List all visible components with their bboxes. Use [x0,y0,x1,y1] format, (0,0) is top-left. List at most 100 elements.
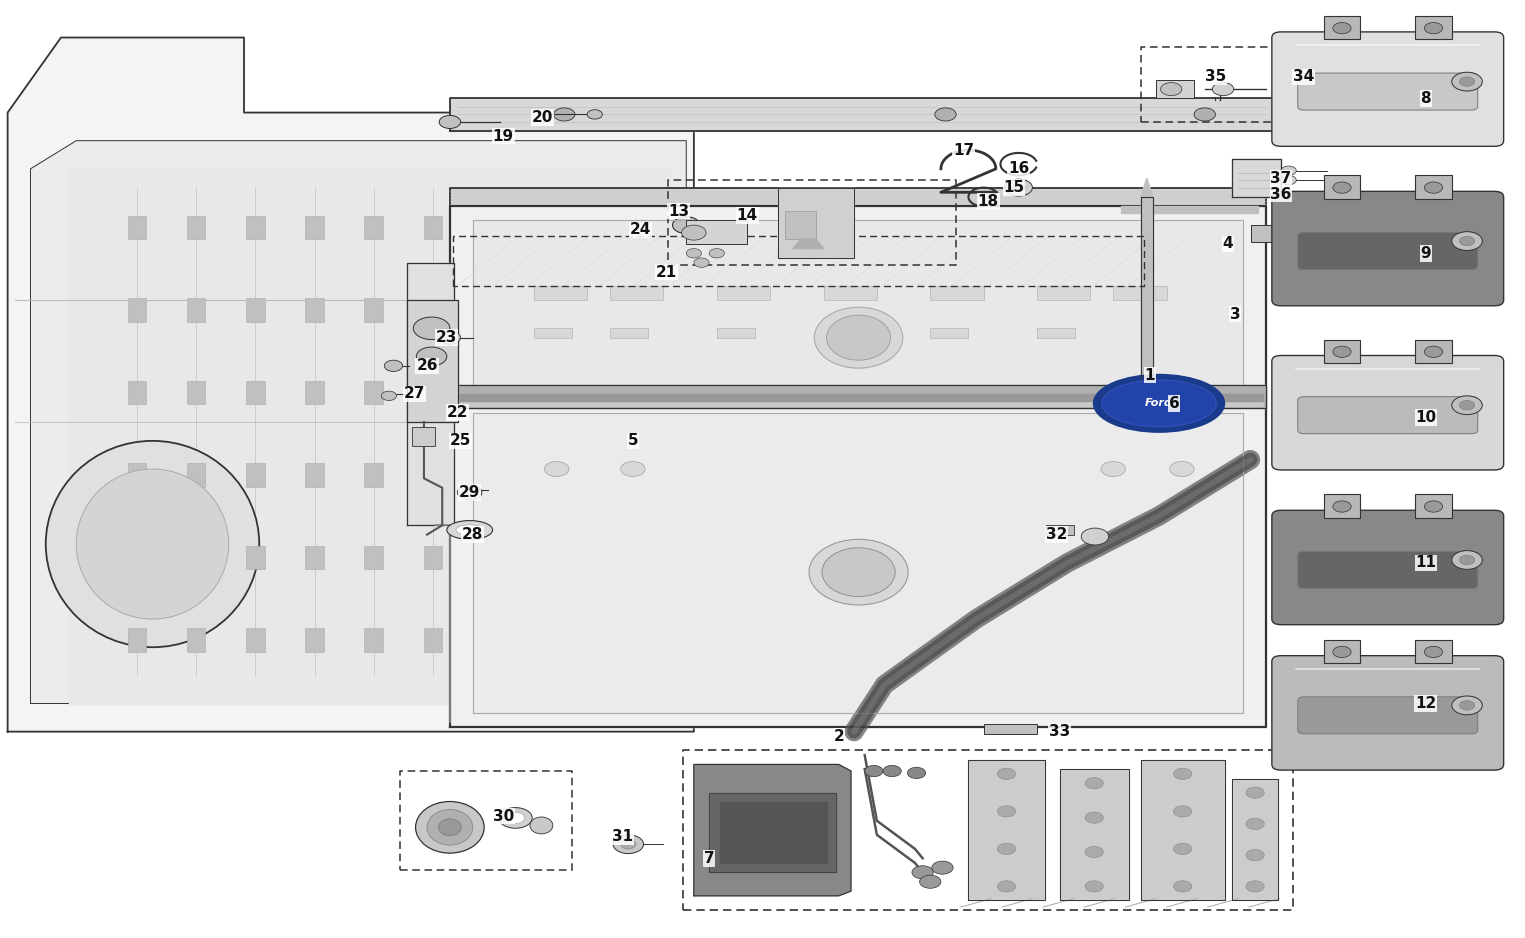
Text: 29: 29 [459,485,480,500]
Ellipse shape [439,819,461,836]
Circle shape [682,225,706,240]
Bar [364,463,383,487]
Circle shape [1084,846,1103,857]
Circle shape [1084,881,1103,892]
Text: 1: 1 [1145,368,1154,383]
Polygon shape [1232,159,1281,197]
Circle shape [997,768,1016,779]
Text: 30: 30 [493,809,514,824]
Text: 7: 7 [705,851,714,866]
Bar [541,546,560,569]
Ellipse shape [506,812,525,824]
Circle shape [1424,646,1443,658]
FancyBboxPatch shape [1298,552,1478,588]
Polygon shape [450,98,1281,131]
Text: 23: 23 [436,330,458,345]
Polygon shape [720,802,827,863]
Circle shape [920,875,941,888]
Circle shape [1212,83,1234,96]
Circle shape [1101,461,1125,477]
Bar [188,546,206,569]
Bar [364,546,383,569]
Polygon shape [30,141,686,704]
Bar [1037,328,1075,338]
Text: 5: 5 [628,433,637,448]
Circle shape [1005,179,1032,196]
Polygon shape [1250,225,1273,242]
Circle shape [1084,812,1103,824]
Ellipse shape [499,808,532,828]
Circle shape [1459,555,1475,565]
Bar [534,328,572,338]
Circle shape [709,249,724,258]
Bar [424,216,442,239]
Bar [305,546,323,569]
Bar [482,628,500,652]
Bar [188,216,206,239]
Bar [424,628,442,652]
Bar [305,216,323,239]
Bar [364,381,383,404]
Bar [824,328,862,338]
Bar [128,298,146,322]
Circle shape [1281,175,1296,185]
Polygon shape [1060,769,1128,900]
Text: 13: 13 [668,204,689,219]
Bar [188,298,206,322]
FancyBboxPatch shape [1272,191,1504,306]
Bar [128,628,146,652]
Polygon shape [453,394,1263,401]
Polygon shape [984,724,1037,734]
Text: 36: 36 [1270,187,1292,202]
Circle shape [1452,72,1482,91]
Polygon shape [1232,779,1278,900]
Text: 33: 33 [1049,724,1071,739]
Text: 6: 6 [1168,396,1180,411]
Ellipse shape [531,817,552,834]
Ellipse shape [76,469,229,619]
Bar [1113,286,1167,300]
Ellipse shape [1095,375,1223,431]
Circle shape [865,765,883,777]
Bar [364,216,383,239]
FancyBboxPatch shape [1298,73,1478,110]
Bar [188,628,206,652]
Circle shape [1333,23,1351,34]
Bar [247,381,265,404]
Polygon shape [453,401,1263,406]
Bar [188,463,206,487]
Circle shape [458,485,482,500]
Text: 15: 15 [1003,180,1025,195]
Ellipse shape [613,835,644,854]
Bar [1324,340,1360,363]
Bar [541,216,560,239]
Circle shape [1459,77,1475,86]
Bar [364,628,383,652]
Bar [1156,80,1194,98]
Circle shape [1174,843,1193,855]
Bar [247,628,265,652]
Bar [482,463,500,487]
Text: 11: 11 [1415,555,1437,570]
Circle shape [912,866,933,879]
Circle shape [1424,501,1443,512]
Bar [824,286,877,300]
Text: 35: 35 [1205,69,1226,84]
Polygon shape [407,300,458,422]
Text: 9: 9 [1421,246,1430,261]
Circle shape [1081,528,1109,545]
Ellipse shape [814,308,903,369]
FancyBboxPatch shape [1272,656,1504,770]
Bar [534,286,587,300]
Polygon shape [793,239,824,249]
Circle shape [416,347,447,366]
Text: 27: 27 [404,386,425,401]
Circle shape [1452,232,1482,250]
Polygon shape [694,764,851,896]
Bar [305,381,323,404]
Text: 19: 19 [493,129,514,144]
Text: 16: 16 [1008,161,1029,176]
Text: 2: 2 [833,729,845,744]
Polygon shape [8,38,694,732]
Bar [601,628,619,652]
